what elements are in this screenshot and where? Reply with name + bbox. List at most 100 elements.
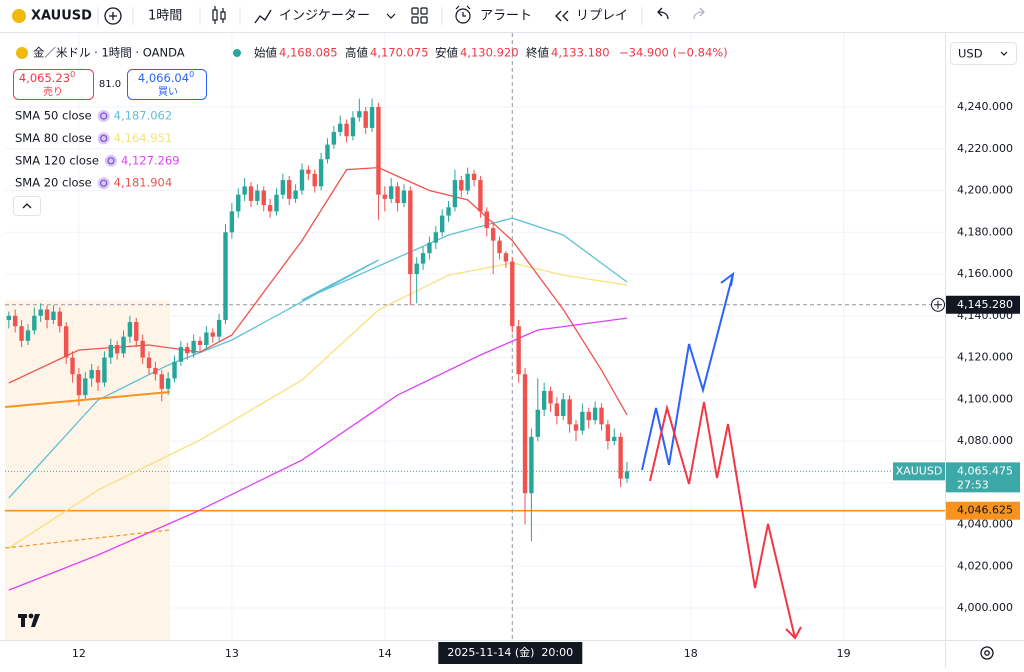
buy-price-sup: 0 [189, 70, 194, 79]
candle-body [459, 180, 464, 191]
ohlc-label: 高値 [345, 46, 368, 60]
sell-button[interactable] [13, 69, 94, 100]
price-label-box [946, 501, 1020, 520]
buy-price[interactable]: 4,066.040 [138, 70, 194, 85]
symbol-icon[interactable] [12, 9, 26, 23]
candle-body [567, 399, 572, 425]
symbol[interactable]: XAUUSD [31, 9, 92, 24]
indicator-icon[interactable] [104, 154, 117, 167]
candle-body [331, 132, 337, 145]
candle-body [350, 117, 356, 137]
indicator-icon[interactable] [97, 177, 110, 190]
candle-body [76, 374, 82, 396]
indicators[interactable]: インジケーター [279, 9, 370, 24]
chart-type[interactable] [212, 6, 226, 24]
candle-body [618, 436, 623, 479]
candle-body [529, 436, 534, 494]
settings[interactable] [980, 646, 994, 660]
spread: 81.0 [99, 79, 121, 90]
buy-label[interactable]: 買い [158, 86, 178, 98]
candle-body [414, 263, 419, 275]
add-symbol[interactable] [104, 7, 122, 25]
indicator-name[interactable]: SMA 50 close [15, 109, 92, 123]
y-tick-label: 4,180.000 [957, 225, 1013, 238]
sell-price-main: 4,065.23 [19, 71, 70, 85]
candle-body [248, 186, 254, 201]
replay[interactable]: リプレイ [576, 9, 628, 24]
indicator-icon[interactable] [97, 132, 110, 145]
candle-body [6, 315, 12, 320]
indicator-value: 4,187.062 [114, 109, 173, 123]
candle-body [586, 411, 591, 421]
candle-body [465, 173, 470, 191]
candle-body [140, 340, 145, 358]
candle-body [325, 144, 330, 160]
arrow-head [720, 271, 735, 287]
candle-body [191, 340, 196, 354]
candle-body [127, 322, 133, 337]
candle-body [420, 253, 426, 264]
projection-down[interactable] [649, 401, 796, 639]
sell-price[interactable]: 4,065.230 [19, 70, 75, 85]
candle-body [38, 309, 43, 316]
candle-body [114, 345, 120, 354]
ohlc-label: 安値 [435, 46, 458, 60]
candle-body [471, 173, 477, 181]
price-label: 4,145.280 [957, 298, 1013, 311]
sell-price-sup: 0 [70, 70, 75, 79]
replay-icon[interactable] [555, 10, 569, 22]
interval[interactable]: 1時間 [148, 9, 182, 24]
symbol-label-box [893, 462, 945, 481]
x-tick-label: 13 [225, 647, 239, 660]
candle-body [44, 309, 50, 320]
chevron[interactable] [386, 13, 396, 19]
candle-body [229, 211, 235, 233]
candle-body [388, 186, 394, 199]
indicator-icon[interactable] [97, 110, 110, 122]
candle-body [541, 390, 547, 410]
candle-body [63, 326, 69, 358]
candle-body [51, 311, 56, 320]
candle-body [490, 228, 496, 241]
candle-body [57, 311, 63, 327]
indicator-value: 4,127.269 [121, 153, 180, 167]
crosshair-time: 2025-11-14 (金) 20:00 [447, 646, 573, 659]
candle-body [299, 169, 305, 191]
x-tick-label: 18 [684, 647, 698, 660]
x-tick-label: 14 [378, 647, 392, 660]
currency-select[interactable] [950, 42, 1017, 65]
candle-body [102, 357, 107, 383]
sma-line [8, 217, 628, 499]
candle-body [280, 180, 286, 195]
add-alert-icon [934, 300, 942, 309]
candle-body [165, 378, 171, 389]
ohlc-label: 終値 [526, 46, 549, 60]
collapse-legend[interactable] [13, 196, 41, 216]
alert-icon[interactable] [455, 5, 471, 24]
indicator-name[interactable]: SMA 120 close [15, 153, 99, 167]
undo[interactable] [657, 7, 669, 20]
candle-body [446, 207, 451, 216]
indicator-name[interactable]: SMA 80 close [15, 131, 92, 145]
candle-body [624, 471, 630, 479]
indicator-value: 4,164.951 [114, 131, 173, 145]
symbol-badge [16, 47, 28, 59]
ohlc-value: 4,133.180 [551, 46, 610, 60]
currency[interactable]: USD [958, 47, 983, 61]
alerts[interactable]: アラート [480, 9, 532, 24]
indicator-icon[interactable] [254, 9, 272, 24]
projection-up[interactable] [641, 273, 734, 471]
redo[interactable] [693, 7, 705, 20]
y-tick-label: 4,160.000 [957, 267, 1013, 280]
layout-button[interactable] [411, 7, 428, 24]
price-label: 4,065.475 [957, 464, 1013, 477]
trend-line[interactable] [5, 391, 171, 408]
candle-body [32, 315, 37, 331]
crosshair-time-box [438, 642, 583, 664]
change: −34.900 (−0.84%) [619, 46, 728, 60]
sell-label[interactable]: 売り [43, 85, 63, 98]
indicator-icon-arrows [107, 157, 115, 165]
buy-button[interactable] [127, 69, 207, 100]
indicator-name[interactable]: SMA 20 close [15, 176, 92, 190]
